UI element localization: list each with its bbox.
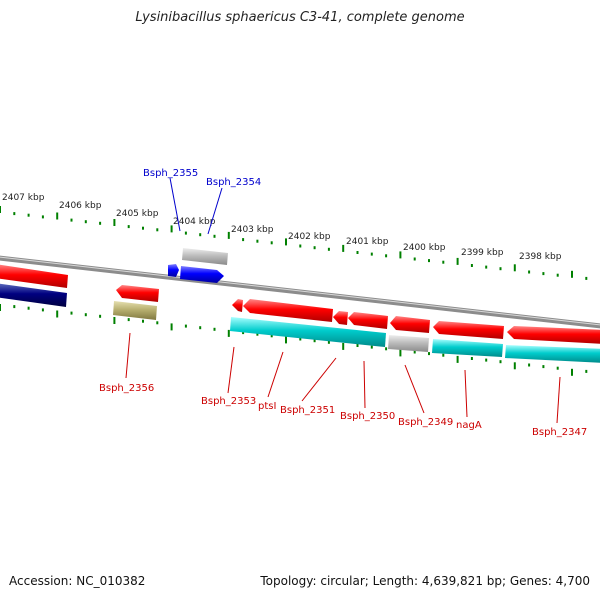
leader-line xyxy=(363,360,366,409)
gene-block-cyan-2[interactable] xyxy=(432,339,503,357)
kbp-label: 2399 kbp xyxy=(461,248,504,258)
gene-arrow-bsph-2356-red[interactable] xyxy=(116,285,159,302)
gene-block-navy[interactable] xyxy=(0,283,67,307)
gene-block-cyan-1[interactable] xyxy=(230,317,386,347)
gene-label-bsph-2353[interactable]: Bsph_2353 xyxy=(201,396,256,407)
genome-backbone xyxy=(0,255,600,329)
kbp-label: 2400 kbp xyxy=(403,243,446,253)
gene-arrow-red-left[interactable] xyxy=(0,264,68,288)
gene-arrow-bsph-2349[interactable] xyxy=(390,316,430,333)
gene-arrow-bsph-2351[interactable] xyxy=(333,311,348,325)
inner-tick-row xyxy=(0,304,588,376)
gene-label-bsph-2347[interactable]: Bsph_2347 xyxy=(532,427,587,438)
leader-line xyxy=(207,187,223,235)
gene-label-bsph-2349[interactable]: Bsph_2349 xyxy=(398,417,453,428)
gene-block-cyan-3[interactable] xyxy=(505,345,600,363)
gene-arrow-ptsi[interactable] xyxy=(243,299,333,322)
gene-block-gray-lower[interactable] xyxy=(388,335,429,352)
leader-line xyxy=(227,346,235,394)
gene-arrow-bsph-2350[interactable] xyxy=(348,312,388,329)
leader-line xyxy=(169,177,181,232)
genome-summary: Topology: circular; Length: 4,639,821 bp… xyxy=(260,574,590,588)
kbp-label: 2405 kbp xyxy=(116,209,159,219)
genome-backbone-highlight xyxy=(0,256,600,326)
gene-label-naga[interactable]: nagA xyxy=(456,420,482,431)
gene-arrow-bsph-2347[interactable] xyxy=(507,326,600,344)
kbp-label: 2398 kbp xyxy=(519,252,562,262)
kbp-label: 2406 kbp xyxy=(59,201,102,211)
gene-label-ptsi[interactable]: ptsI xyxy=(258,401,276,412)
kbp-label: 2401 kbp xyxy=(346,237,389,247)
outer-tick-row xyxy=(0,206,588,280)
kbp-label: 2403 kbp xyxy=(231,225,274,235)
kbp-label: 2407 kbp xyxy=(2,193,45,203)
leader-line xyxy=(267,351,284,398)
map-title: Lysinibacillus sphaericus C3-41, complet… xyxy=(135,10,465,25)
leader-line xyxy=(301,357,337,402)
gene-arrow-bsph-2353[interactable] xyxy=(232,299,243,312)
leader-line xyxy=(556,376,561,424)
gene-block-olive[interactable] xyxy=(113,301,157,320)
accession-label: Accession: NC_010382 xyxy=(9,574,146,588)
gene-label-bsph-2354[interactable]: Bsph_2354 xyxy=(206,177,261,188)
gene-arrow-bsph-2355[interactable] xyxy=(168,264,179,277)
gene-arrow-gray-upper[interactable] xyxy=(182,248,228,265)
gene-label-bsph-2355[interactable]: Bsph_2355 xyxy=(143,168,198,179)
leader-line xyxy=(125,332,131,379)
gene-label-bsph-2350[interactable]: Bsph_2350 xyxy=(340,411,395,422)
kbp-label: 2404 kbp xyxy=(173,217,216,227)
gene-arrow-bsph-2354[interactable] xyxy=(180,266,224,283)
kbp-label: 2402 kbp xyxy=(288,232,331,242)
leader-line xyxy=(404,364,425,414)
leader-line xyxy=(464,369,468,418)
gene-arrow-naga[interactable] xyxy=(433,321,504,339)
gene-label-bsph-2351[interactable]: Bsph_2351 xyxy=(280,405,335,416)
gene-label-bsph-2356[interactable]: Bsph_2356 xyxy=(99,383,154,394)
